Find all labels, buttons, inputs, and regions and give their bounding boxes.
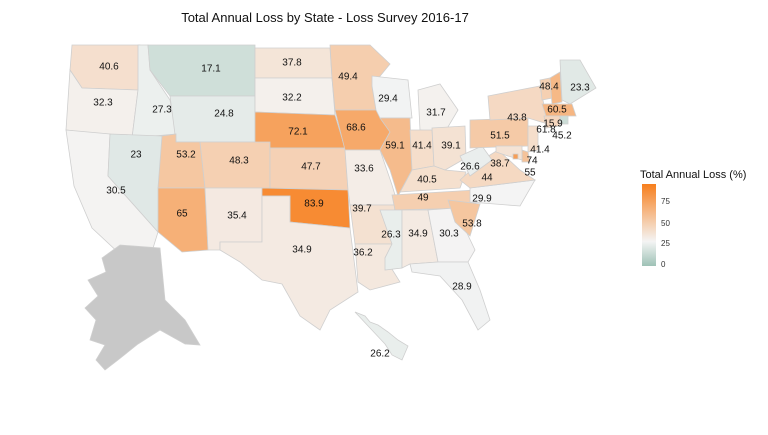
state-label-OH: 39.1: [441, 141, 461, 152]
state-DC: [512, 153, 519, 160]
state-TX: [219, 195, 359, 331]
state-NY: [487, 85, 549, 125]
state-label-PA: 51.5: [490, 131, 510, 142]
state-IL: [379, 117, 413, 198]
state-label-RI: 15.9: [543, 119, 563, 130]
legend-tick-25: 25: [661, 239, 670, 248]
legend-title: Total Annual Loss (%): [640, 169, 746, 181]
state-label-LA: 36.2: [353, 248, 373, 259]
state-label-AZ: 65: [176, 209, 188, 220]
state-label-UT: 53.2: [176, 150, 196, 161]
state-KY: [397, 165, 467, 197]
state-NJ: [527, 125, 539, 153]
state-label-WV: 26.6: [460, 162, 480, 173]
state-UT: [157, 133, 206, 189]
labels-layer: 40.6 32.3 30.5 27.3 23 17.1 24.8 53.2 65…: [93, 58, 590, 360]
state-label-KS: 47.7: [301, 162, 321, 173]
state-label-SC: 53.8: [462, 219, 482, 230]
state-AZ: [157, 187, 209, 253]
state-label-VT: 48.4: [539, 82, 559, 93]
state-label-ME: 23.3: [570, 83, 590, 94]
state-label-NH: 60.5: [547, 105, 567, 116]
state-label-NE: 72.1: [288, 127, 308, 138]
state-HI: [354, 311, 409, 361]
states-layer: [65, 44, 597, 371]
state-label-AL: 34.9: [408, 229, 428, 240]
state-label-IL: 59.1: [385, 141, 405, 152]
state-FL: [409, 261, 491, 331]
state-label-DC: 74: [526, 156, 538, 167]
state-label-MN: 49.4: [338, 72, 358, 83]
state-MA: [541, 103, 577, 117]
state-label-NY: 43.8: [507, 113, 527, 124]
state-WV: [459, 145, 493, 177]
state-label-WA: 40.6: [99, 62, 119, 73]
state-label-AR: 39.7: [352, 204, 372, 215]
legend-tick-50: 50: [661, 219, 670, 228]
legend: Total Annual Loss (%) 0 25 50 75: [640, 169, 746, 269]
state-label-ND: 37.8: [282, 58, 302, 69]
legend-tick-0: 0: [661, 260, 666, 269]
state-label-KY: 40.5: [417, 175, 437, 186]
state-MI: [417, 83, 459, 133]
state-WY: [169, 95, 256, 143]
state-label-CO: 48.3: [229, 156, 249, 167]
state-CT: [543, 115, 561, 129]
state-label-TN: 49: [417, 193, 429, 204]
state-label-TX: 34.9: [292, 245, 312, 256]
state-label-MD: 38.7: [490, 159, 510, 170]
state-label-WI: 29.4: [378, 94, 398, 105]
state-label-MT: 17.1: [201, 64, 221, 75]
map-title: Total Annual Loss by State - Loss Survey…: [181, 10, 469, 25]
state-label-IA: 68.6: [346, 123, 366, 134]
state-label-NC: 29.9: [472, 194, 492, 205]
state-NH: [549, 71, 563, 105]
state-label-MA: 61.8: [536, 125, 556, 136]
state-label-CA: 30.5: [106, 186, 126, 197]
state-AK: [84, 244, 201, 371]
state-label-OR: 32.3: [93, 98, 113, 109]
state-label-FL: 28.9: [452, 282, 472, 293]
state-label-OK: 83.9: [304, 199, 324, 210]
state-SC: [447, 199, 481, 237]
state-label-MS: 26.3: [381, 230, 401, 241]
state-label-WY: 24.8: [214, 109, 234, 120]
state-label-SD: 32.2: [282, 93, 302, 104]
state-label-MI: 31.7: [426, 108, 446, 119]
state-label-MO: 33.6: [354, 164, 374, 175]
state-OH: [431, 125, 467, 171]
state-label-CT: 45.2: [552, 131, 572, 142]
state-label-DE: 55: [524, 168, 536, 179]
state-ME: [559, 59, 597, 105]
state-label-VA: 44: [481, 173, 493, 184]
state-label-IN: 41.4: [412, 141, 432, 152]
state-label-NV: 23: [130, 150, 142, 161]
state-label-HI: 26.2: [370, 349, 390, 360]
legend-colorbar: [642, 184, 656, 266]
state-label-GA: 30.3: [439, 229, 459, 240]
state-label-NM: 35.4: [227, 211, 247, 222]
legend-tick-75: 75: [661, 197, 670, 206]
state-label-NJ: 41.4: [530, 145, 550, 156]
state-label-ID: 27.3: [152, 105, 172, 116]
